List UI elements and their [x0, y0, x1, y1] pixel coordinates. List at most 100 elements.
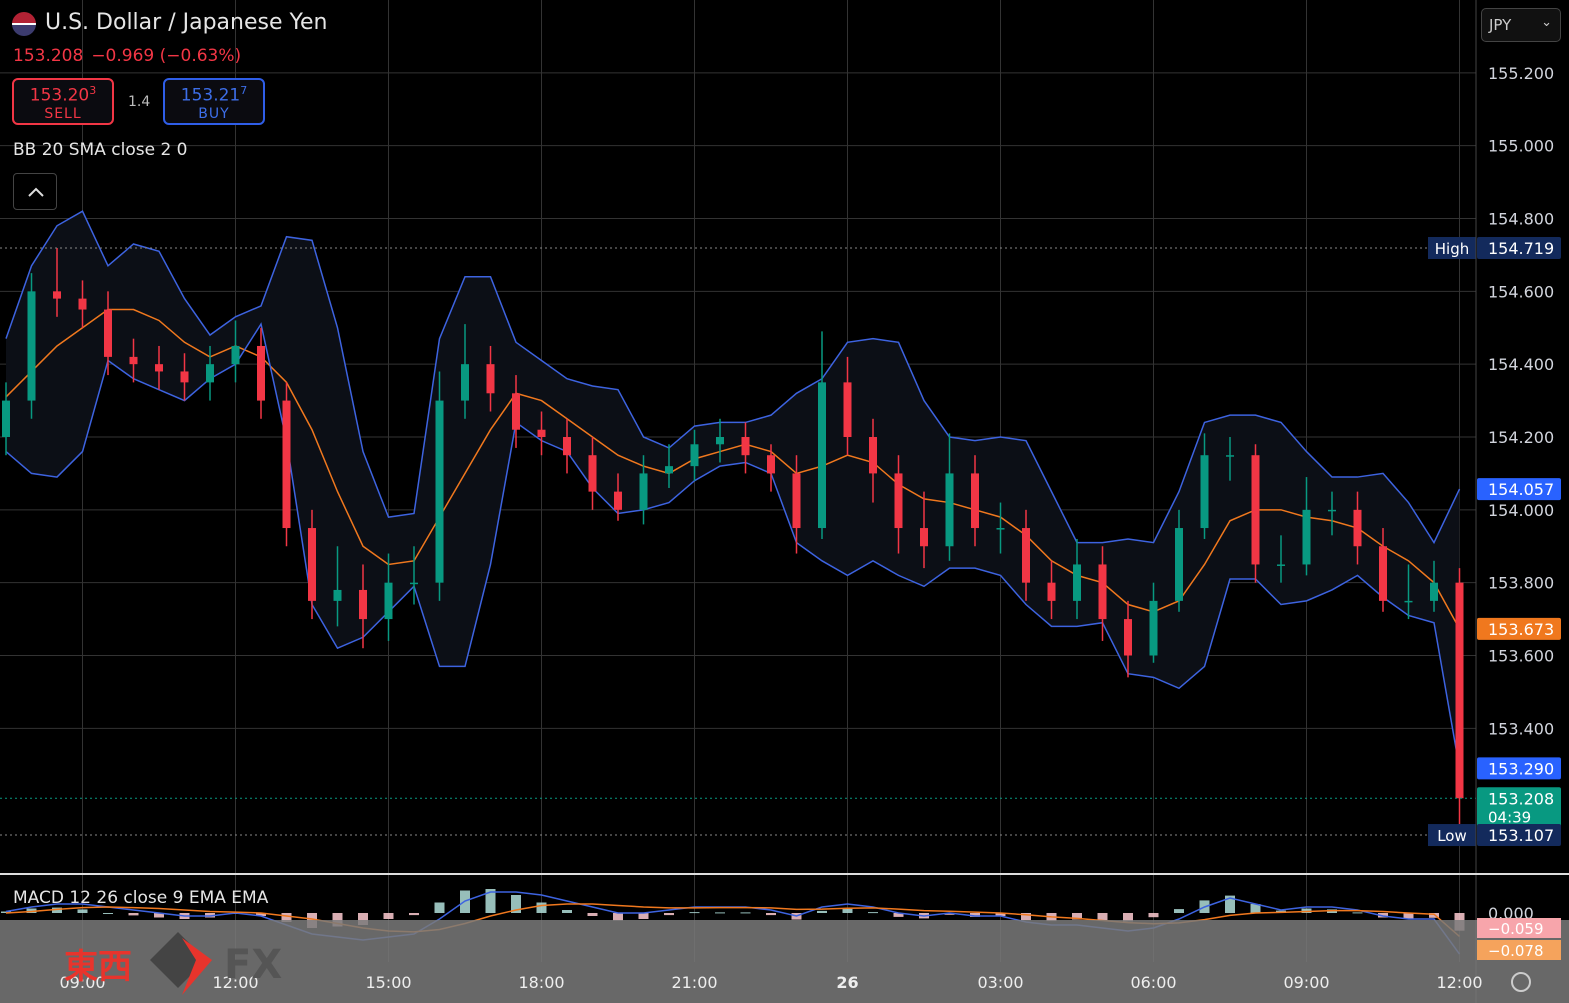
last-price: 153.208	[13, 46, 84, 66]
price-badge-label: 153.673	[1488, 620, 1554, 639]
y-tick-label: 154.800	[1488, 210, 1554, 229]
price-badge-label: 153.290	[1488, 759, 1554, 778]
macd-histogram-bar	[995, 913, 1006, 916]
buy-price-main: 153.21	[180, 85, 241, 106]
candle-body	[869, 437, 877, 474]
buy-label: BUY	[198, 105, 230, 122]
candle-body	[384, 582, 393, 620]
candle-body	[690, 444, 699, 467]
macd-histogram-bar	[256, 913, 266, 916]
price-badge-label: 153.208	[1488, 789, 1554, 808]
candle-body	[461, 364, 469, 401]
price-badge	[1477, 824, 1561, 847]
candle-body	[78, 298, 87, 310]
y-tick-label: 154.000	[1488, 501, 1554, 520]
macd-histogram-bar	[1250, 904, 1261, 913]
price-badge-label: 154.057	[1488, 480, 1554, 499]
candle-body	[282, 400, 291, 529]
currency: JPY	[1489, 16, 1512, 34]
candle-body	[486, 364, 495, 394]
price-badge	[1477, 757, 1561, 780]
badge-name-bg	[1428, 824, 1476, 847]
macd-histogram-bar	[154, 913, 164, 918]
x-tick-label: 12:00	[212, 973, 258, 992]
candle-body	[792, 473, 801, 529]
band-middle	[5, 308, 1461, 630]
macd-histogram-bar	[1072, 913, 1082, 920]
macd-label: MACD 12 26 close 9 EMA EMA	[13, 888, 269, 908]
y-tick-label: 153.800	[1488, 574, 1554, 593]
band-lower	[5, 322, 1461, 769]
flag-icon	[12, 12, 36, 36]
price-badge	[1477, 478, 1561, 501]
candle-body	[1124, 619, 1132, 656]
candle-body	[435, 400, 444, 583]
candle-body	[257, 345, 265, 401]
candle-body	[1022, 528, 1030, 583]
candle-body	[410, 582, 418, 585]
buy-button[interactable]: 153.217 BUY	[163, 78, 265, 125]
sell-price-main: 153.20	[29, 85, 90, 106]
macd-histogram-bar	[52, 907, 62, 913]
candle-body	[1226, 455, 1234, 457]
candle-body	[894, 473, 903, 529]
x-tick-label: 26	[836, 973, 858, 992]
macd-histogram-bar	[893, 913, 904, 917]
candle-body	[180, 371, 189, 383]
collapse-button[interactable]	[13, 173, 57, 210]
macd-badge-label: −0.059	[1488, 920, 1544, 938]
y-tick-label: 155.000	[1488, 137, 1554, 156]
buy-price: 153.217	[165, 84, 263, 106]
x-tick-label: 09:00	[59, 973, 105, 992]
candle-body	[155, 364, 163, 372]
sell-button[interactable]: 153.203 SELL	[12, 78, 114, 125]
band-fill	[6, 211, 1460, 769]
price-badge-label: 154.719	[1488, 239, 1554, 258]
candle-body	[614, 491, 622, 510]
candle-body	[1455, 582, 1464, 799]
watermark-fx: FX	[224, 942, 282, 988]
macd-histogram-bar	[536, 902, 547, 913]
macd-histogram-bar	[1123, 913, 1133, 922]
currency-select[interactable]: JPY ⌄	[1481, 8, 1561, 42]
candle-body	[1277, 564, 1285, 566]
indicator-label: BB 20 SMA close 2 0	[13, 140, 188, 160]
candle-body	[996, 528, 1005, 530]
y-tick-label: 155.200	[1488, 64, 1554, 83]
macd-histogram-bar	[1403, 913, 1414, 919]
price-badge	[1477, 617, 1561, 640]
macd-histogram-bar	[1225, 895, 1235, 913]
macd-histogram-bar	[77, 909, 88, 913]
macd-histogram-bar	[1429, 913, 1439, 918]
candle-body	[1328, 509, 1336, 512]
candle-body	[104, 309, 112, 357]
badge-name: High	[1435, 240, 1469, 258]
bottom-overlay	[0, 920, 1569, 1003]
candle-body	[2, 400, 10, 437]
candle-body	[1251, 455, 1260, 565]
price-badge	[1477, 787, 1561, 828]
macd-histogram-bar	[638, 913, 649, 919]
macd-badge-label: −0.078	[1488, 942, 1544, 960]
symbol-title: U.S. Dollar / Japanese Yen	[45, 10, 328, 35]
watermark-brand: 東西	[64, 947, 132, 987]
macd-histogram-bar	[485, 889, 496, 913]
candle-body	[537, 429, 546, 437]
macd-histogram-bar	[689, 912, 700, 914]
macd-histogram-bar	[817, 910, 827, 913]
macd-badge	[1477, 918, 1561, 938]
macd-histogram-bar	[842, 908, 853, 913]
y-tick-label: 154.200	[1488, 428, 1554, 447]
candle-body	[945, 473, 954, 547]
badge-name: Low	[1437, 827, 1467, 845]
candle-body	[716, 437, 724, 445]
dropdown-arrow: ⌄	[1541, 15, 1552, 30]
sell-pip: 3	[89, 84, 97, 97]
candle-body	[639, 473, 648, 510]
price-badge-label: 153.107	[1488, 826, 1554, 845]
candle-body	[563, 437, 571, 456]
x-tick-label: 18:00	[518, 973, 564, 992]
macd-histogram-bar	[944, 913, 955, 915]
macd-histogram-bar	[613, 913, 623, 921]
